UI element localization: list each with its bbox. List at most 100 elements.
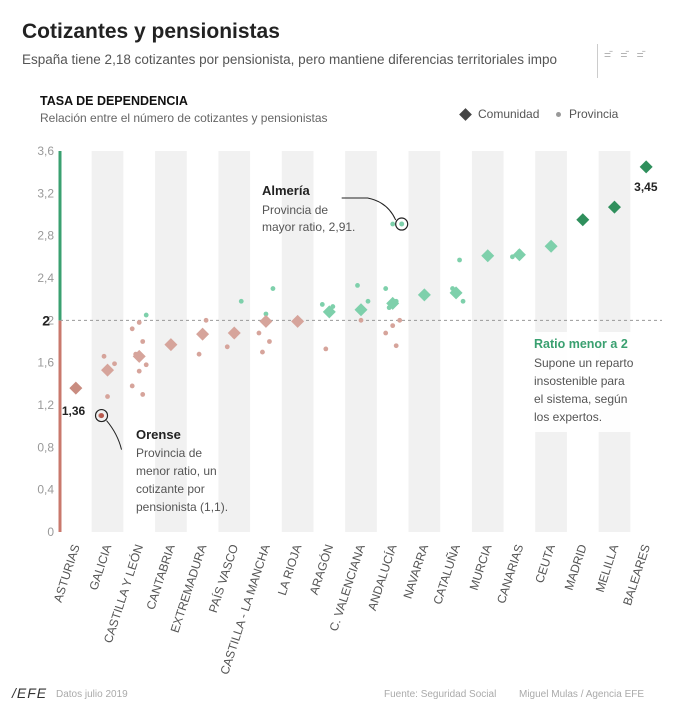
y-tick-label: 2 bbox=[47, 313, 54, 327]
province-point bbox=[390, 323, 396, 329]
province-point bbox=[256, 330, 262, 336]
almeria-title: Almería bbox=[262, 183, 310, 198]
y-tick-label: 2,4 bbox=[37, 271, 54, 285]
province-point bbox=[365, 298, 371, 304]
province-point bbox=[136, 320, 142, 325]
community-diamond bbox=[544, 239, 558, 253]
orense-text-line: menor ratio, un bbox=[136, 464, 217, 478]
community-diamond bbox=[417, 288, 431, 302]
province-point bbox=[105, 394, 110, 399]
column-band bbox=[91, 151, 124, 532]
x-category-label: MELILLA bbox=[593, 543, 622, 594]
province-point bbox=[355, 283, 360, 288]
province-point bbox=[397, 317, 403, 323]
legend-province-label: Provincia bbox=[569, 107, 619, 121]
x-category-label: BALEARES bbox=[620, 543, 653, 608]
y-tick-label: 3,2 bbox=[37, 186, 54, 200]
asturias-value-label: 1,36 bbox=[62, 404, 86, 418]
ratio-note-line: insostenible para bbox=[534, 374, 625, 388]
efe-logo: /EFE bbox=[12, 685, 48, 701]
x-category-label: NAVARRA bbox=[401, 543, 432, 601]
community-diamond bbox=[291, 314, 305, 328]
ratio-note-line: el sistema, según bbox=[534, 392, 627, 406]
community-diamond bbox=[322, 305, 336, 319]
community-diamond bbox=[576, 213, 590, 227]
province-point bbox=[101, 353, 107, 359]
y-tick-label: 1,6 bbox=[37, 356, 54, 370]
community-diamond bbox=[449, 286, 463, 300]
community-diamond bbox=[69, 381, 83, 395]
x-category-label: PAÍS VASCO bbox=[205, 542, 241, 614]
section-title: TASA DE DEPENDENCIA bbox=[40, 94, 188, 108]
threshold-label: 2 bbox=[42, 312, 50, 328]
footer-date: Datos julio 2019 bbox=[56, 689, 128, 700]
x-category-label: MADRID bbox=[562, 542, 590, 592]
ratio-note-title: Ratio menor a 2 bbox=[534, 337, 628, 351]
province-point bbox=[224, 344, 230, 350]
x-category-label: CANTABRIA bbox=[143, 543, 177, 612]
province-point bbox=[129, 326, 135, 332]
column-band bbox=[218, 151, 251, 532]
orense-text-line: cotizante por bbox=[136, 482, 205, 496]
ratio-note-line: Supone un reparto bbox=[534, 356, 634, 370]
province-point bbox=[323, 346, 329, 352]
community-diamond bbox=[512, 248, 526, 262]
x-category-label: MURCIA bbox=[467, 543, 495, 592]
almeria-leader-line bbox=[341, 197, 397, 221]
x-category-label: GALICIA bbox=[86, 543, 114, 592]
province-point bbox=[457, 257, 462, 263]
y-tick-label: 0 bbox=[47, 525, 54, 539]
province-point bbox=[143, 362, 149, 368]
almeria-marker bbox=[395, 217, 409, 231]
community-diamond bbox=[259, 314, 273, 328]
province-point bbox=[383, 286, 389, 291]
y-tick-label: 2,8 bbox=[37, 229, 54, 243]
province-point bbox=[510, 254, 515, 260]
orense-text-line: pensionista (1,1). bbox=[136, 500, 228, 514]
orense-leader-line bbox=[106, 420, 123, 450]
x-category-label: ANDALUCÍA bbox=[364, 542, 399, 612]
x-category-label: ARAGÓN bbox=[306, 542, 336, 596]
community-diamond bbox=[607, 200, 621, 214]
province-point bbox=[140, 392, 146, 397]
province-point bbox=[129, 383, 135, 389]
province-point bbox=[270, 286, 276, 291]
community-diamond bbox=[354, 303, 368, 317]
orense-point bbox=[99, 413, 105, 419]
province-point bbox=[196, 351, 202, 357]
y-tick-label: 3,6 bbox=[37, 144, 54, 158]
province-point bbox=[112, 361, 117, 367]
chart-title: Cotizantes y pensionistas bbox=[22, 20, 280, 43]
x-category-label: LA RIOJA bbox=[275, 543, 305, 597]
legend-community: Comunidad bbox=[459, 107, 539, 121]
x-category-label: CATALUÑA bbox=[430, 543, 463, 607]
chart-subtitle: España tiene 2,18 cotizantes por pension… bbox=[22, 52, 558, 67]
y-tick-label: 0,4 bbox=[37, 483, 54, 497]
footer-credit: Miguel Mulas / Agencia EFE bbox=[519, 689, 645, 700]
column-band bbox=[281, 151, 314, 532]
province-point bbox=[383, 330, 389, 336]
province-point bbox=[260, 349, 265, 355]
province-point bbox=[358, 317, 364, 323]
orense-marker bbox=[94, 408, 109, 423]
column-band bbox=[345, 151, 377, 532]
column-band bbox=[408, 151, 441, 532]
province-point bbox=[140, 339, 146, 344]
community-diamond bbox=[386, 296, 400, 310]
ratio-note-box bbox=[527, 332, 651, 432]
province-point bbox=[267, 339, 272, 344]
province-point bbox=[460, 298, 466, 304]
community-diamond bbox=[164, 338, 178, 352]
x-category-label: ASTURIAS bbox=[51, 543, 83, 604]
dot-icon bbox=[556, 111, 561, 117]
province-point bbox=[203, 317, 209, 323]
community-diamond bbox=[132, 349, 146, 363]
ratio-note-line: los expertos. bbox=[534, 410, 602, 424]
legend-province: Provincia bbox=[556, 107, 618, 121]
ratio-icon: =̄ =̄ =̄ bbox=[597, 44, 672, 78]
community-diamond bbox=[101, 363, 115, 377]
baleares-value-label: 3,45 bbox=[634, 180, 658, 194]
province-point bbox=[238, 298, 244, 304]
y-tick-label: 0,8 bbox=[37, 440, 54, 454]
